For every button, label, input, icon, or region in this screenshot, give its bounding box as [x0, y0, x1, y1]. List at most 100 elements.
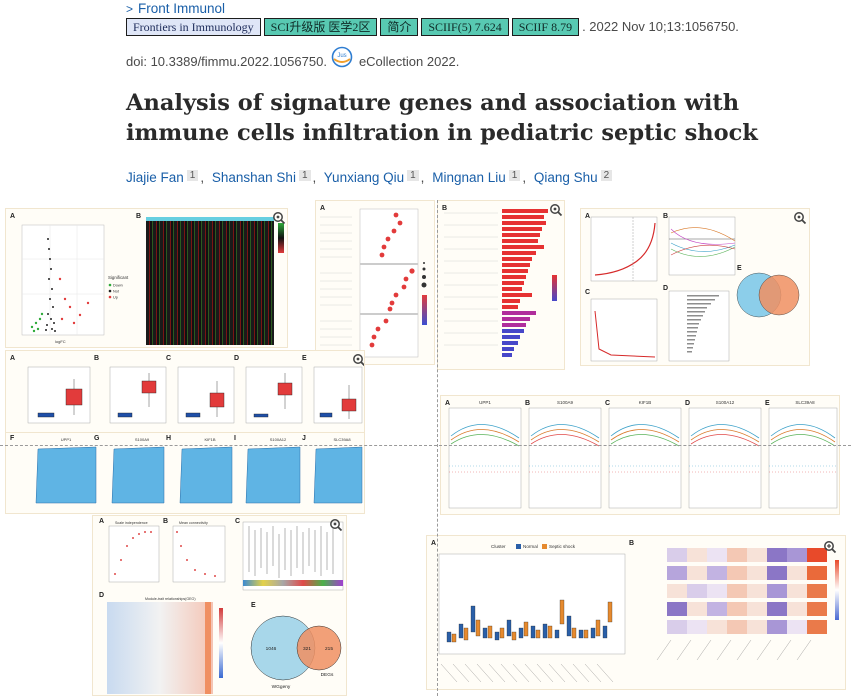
sci-ranking-badge[interactable]: SCI升级版 医学2区: [263, 17, 378, 36]
panel-label: A: [99, 518, 105, 525]
panel-label: A: [10, 355, 16, 362]
zoom-icon[interactable]: [823, 540, 837, 554]
zoom-icon[interactable]: [793, 211, 807, 225]
heatmap: [146, 217, 274, 345]
roc-gene-label: S100A12: [270, 437, 287, 442]
panel-label: B: [629, 540, 635, 547]
zoom-icon[interactable]: [352, 353, 365, 367]
boxplots: [27, 366, 363, 424]
panel-label: F: [10, 435, 15, 442]
svg-text:Jus: Jus: [337, 53, 346, 59]
panel-label: B: [442, 205, 448, 212]
panel-label: A: [431, 540, 437, 547]
panel-label: C: [585, 289, 591, 296]
affiliation-badge[interactable]: 1: [186, 170, 199, 181]
journal-link[interactable]: > Front Immunol: [126, 1, 225, 16]
immune-infiltration-plots: Cluster Normal Septic shock: [438, 544, 839, 683]
doi-line: doi: 10.3389/fimmu.2022.1056750. Jus eCo…: [126, 46, 460, 72]
heatmap-annotation-bar: [146, 217, 274, 221]
legend-item: Septic shock: [549, 544, 576, 549]
wgcna-plots: Scale independence Mean connectivity Mod…: [107, 521, 344, 694]
panel-label: C: [166, 355, 172, 362]
go-dot-plot: [320, 208, 427, 358]
affiliation-badge[interactable]: 1: [298, 170, 311, 181]
panel-label: B: [163, 518, 169, 525]
panel-label: E: [302, 355, 307, 362]
author-link[interactable]: Mingnan Liu: [432, 170, 506, 185]
venn-count: 215: [325, 646, 333, 652]
chevron-right-icon: >: [126, 2, 134, 16]
gsea-plots: UPP1 S100A9 KIF1B S100A12 SLC39A8: [448, 400, 838, 509]
legend-item: Not: [113, 290, 120, 294]
subplot-title: Mean connectivity: [179, 521, 208, 525]
volcano-plot: logFC Significant Down Not Up: [21, 224, 129, 344]
panel-label: A: [320, 205, 326, 212]
subplot-title: Module-trait relationships(GEO): [145, 597, 196, 601]
roc-gene-label: SLC39A8: [333, 437, 351, 442]
sciif-badge[interactable]: SCIIF 8.79: [511, 17, 580, 36]
legend-title: Significant: [108, 275, 129, 280]
zoom-icon[interactable]: [549, 203, 563, 217]
venn-count: 321: [303, 646, 311, 652]
panel-label: H: [166, 435, 172, 442]
panel-label: D: [685, 400, 691, 407]
panel-label: A: [585, 213, 591, 220]
venn-count: 1046: [266, 646, 277, 652]
figure-5-boxplot-panel[interactable]: A B C D E: [5, 350, 365, 440]
publication-date: . 2022 Nov 10;13:1056750.: [582, 19, 739, 34]
affiliation-badge[interactable]: 2: [600, 170, 613, 181]
mosaic-divider-horizontal: [0, 445, 851, 446]
heatmap-color-scale: [278, 223, 284, 253]
venn-set-label: WGgeny: [272, 684, 291, 690]
zoom-icon[interactable]: [329, 518, 343, 532]
author-link[interactable]: Yunxiang Qiu: [323, 170, 405, 185]
panel-label: E: [251, 602, 256, 609]
legend-title: Cluster: [491, 544, 506, 549]
article-title: Analysis of signature genes and associat…: [126, 90, 758, 146]
panel-label: E: [765, 400, 770, 407]
roc-gene-label: UPP1: [61, 437, 72, 442]
panel-label: J: [302, 435, 306, 442]
figure-8-panel[interactable]: A B Cluster Normal Septic shock: [426, 535, 846, 690]
figure-1-panel[interactable]: A B logFC Si: [5, 208, 288, 348]
panel-label: C: [235, 518, 241, 525]
mosaic-divider-vertical: [437, 200, 438, 696]
figure-2-panel[interactable]: A: [315, 200, 435, 365]
figure-5-roc-panel[interactable]: F G H I J UPP1 S100A9 KIF1B S100A12 SLC3…: [5, 432, 365, 514]
panel-label: D: [663, 285, 669, 292]
affiliation-badge[interactable]: 1: [407, 170, 419, 181]
panel-label: B: [525, 400, 531, 407]
figure-7-panel[interactable]: A B C D E Scale independence Mean connec…: [92, 515, 347, 696]
author-link[interactable]: Shanshan Shi: [211, 170, 296, 185]
doi-text[interactable]: doi: 10.3389/fimmu.2022.1056750.: [126, 53, 327, 69]
zoom-icon[interactable]: [272, 211, 286, 225]
journal-badge[interactable]: Frontiers in Immunology: [126, 17, 261, 36]
panel-label: D: [99, 592, 105, 599]
intro-badge[interactable]: 简介: [380, 17, 419, 36]
roc-curves: UPP1 S100A9 KIF1B S100A12 SLC39A8: [35, 437, 363, 504]
author-link[interactable]: Jiajie Fan: [126, 170, 184, 185]
gsea-gene-label: UPP1: [479, 400, 491, 405]
panel-label: B: [663, 213, 669, 220]
legend-item: Normal: [523, 544, 538, 549]
figure-6-panel[interactable]: A B C D E UPP1 S100A9 KIF1B S100A12 SLC3…: [440, 395, 840, 515]
affiliation-badge[interactable]: 1: [508, 170, 521, 181]
journal-link-label: Front Immunol: [138, 1, 226, 16]
roc-gene-label: S100A9: [135, 437, 150, 442]
gsea-gene-label: S100A9: [557, 400, 574, 405]
ecollection-text: eCollection 2022.: [358, 53, 460, 69]
panel-label: E: [737, 265, 742, 272]
figure-3-panel[interactable]: B: [437, 200, 565, 370]
panel-label: B: [94, 355, 100, 362]
ecollection-logo-icon: Jus: [331, 46, 353, 68]
gsea-gene-label: S100A12: [716, 400, 735, 405]
figure-4-panel[interactable]: A B C D E: [580, 208, 810, 366]
kegg-bar-chart: [444, 209, 557, 357]
legend-item: Down: [113, 284, 123, 288]
subplot-title: Scale independence: [115, 521, 148, 525]
panel-label: D: [234, 355, 240, 362]
author-link[interactable]: Qiang Shu: [533, 170, 598, 185]
sciif5-badge[interactable]: SCIIF(5) 7.624: [421, 17, 509, 36]
panel-label: I: [234, 435, 236, 442]
panel-label: G: [94, 435, 100, 442]
